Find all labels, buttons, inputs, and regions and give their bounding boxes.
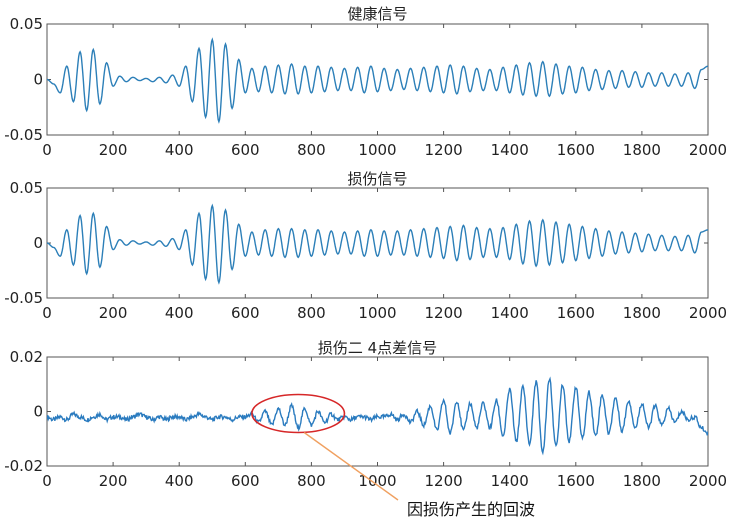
y-tick-label: -0.05	[4, 289, 43, 307]
x-tick-label: 400	[165, 141, 194, 159]
x-tick-label: 1200	[425, 472, 463, 490]
x-tick-label: 2000	[689, 304, 727, 322]
x-tick-label: 1200	[425, 304, 463, 322]
x-tick-label: 1800	[623, 141, 661, 159]
y-tick-label: 0	[33, 403, 43, 421]
signal-line-3	[47, 376, 708, 456]
signal-line-1	[47, 37, 708, 124]
x-tick-label: 600	[231, 472, 260, 490]
x-tick-label: 0	[42, 304, 52, 322]
plot-frame-3	[46, 356, 709, 467]
x-tick-label: 2000	[689, 141, 727, 159]
x-tick-label: 0	[42, 141, 52, 159]
x-tick-label: 400	[165, 304, 194, 322]
x-tick-label: 800	[297, 472, 326, 490]
y-tick-label: 0.05	[10, 15, 43, 33]
x-tick-label: 1400	[491, 141, 529, 159]
x-tick-label: 1600	[557, 472, 595, 490]
annotation-arrow	[303, 431, 399, 501]
x-tick-label: 200	[99, 304, 128, 322]
y-tick-label: 0	[33, 234, 43, 252]
chart-title-2: 损伤信号	[347, 170, 407, 188]
x-tick-label: 1000	[358, 141, 396, 159]
chart-title-1: 健康信号	[347, 5, 407, 23]
x-tick-label: 1800	[623, 472, 661, 490]
plot-frame-2	[46, 187, 709, 299]
x-tick-label: 200	[99, 472, 128, 490]
annotation-label: 因损伤产生的回波	[407, 500, 535, 519]
signal-line-2	[47, 203, 708, 285]
damage-echo-ellipse	[251, 393, 346, 434]
y-tick-label: 0.02	[10, 348, 43, 366]
x-tick-label: 1800	[623, 304, 661, 322]
x-tick-label: 1600	[557, 141, 595, 159]
y-tick-label: -0.05	[4, 126, 43, 144]
x-tick-label: 1400	[491, 304, 529, 322]
x-tick-label: 0	[42, 472, 52, 490]
x-tick-label: 800	[297, 141, 326, 159]
chart-title-3: 损伤二 4点差信号	[318, 339, 437, 357]
x-tick-label: 800	[297, 304, 326, 322]
x-tick-label: 1400	[491, 472, 529, 490]
x-tick-label: 600	[231, 141, 260, 159]
x-tick-label: 1000	[358, 472, 396, 490]
x-tick-label: 600	[231, 304, 260, 322]
y-tick-label: 0	[33, 71, 43, 89]
y-tick-label: 0.05	[10, 179, 43, 197]
x-tick-label: 2000	[689, 472, 727, 490]
y-tick-label: -0.02	[4, 457, 43, 475]
x-tick-label: 1600	[557, 304, 595, 322]
x-tick-label: 1200	[425, 141, 463, 159]
x-tick-label: 1000	[358, 304, 396, 322]
x-tick-label: 200	[99, 141, 128, 159]
plot-frame-1	[46, 23, 709, 136]
x-tick-label: 400	[165, 472, 194, 490]
